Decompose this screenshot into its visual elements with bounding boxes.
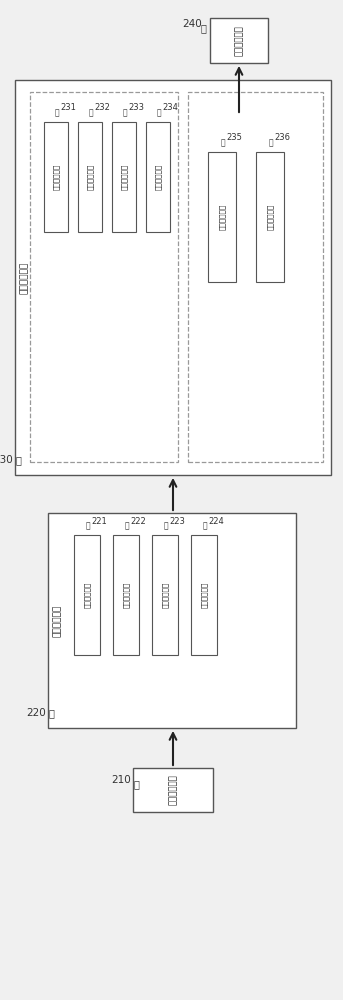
Text: 组合确定模块: 组合确定模块 (53, 164, 59, 190)
Text: 222: 222 (130, 516, 146, 526)
Text: 风机管理模块: 风机管理模块 (20, 261, 28, 294)
Bar (44, 122, 68, 232)
Text: 概率存储模块: 概率存储模块 (201, 582, 207, 608)
Text: ～: ～ (86, 522, 91, 530)
Bar (30, 92, 178, 462)
Text: 能量管控模块: 能量管控模块 (235, 25, 244, 56)
Text: 230: 230 (0, 455, 13, 465)
Text: 240: 240 (182, 19, 202, 29)
Text: ～: ～ (221, 138, 226, 147)
Bar (74, 535, 100, 655)
Bar (15, 80, 331, 475)
Text: 概率排序模块: 概率排序模块 (87, 164, 93, 190)
Text: 220: 220 (26, 708, 46, 718)
Text: 概率统计模块: 概率统计模块 (162, 582, 168, 608)
Text: 数据建库模块: 数据建库模块 (52, 604, 61, 637)
Text: 233: 233 (128, 104, 144, 112)
Bar (208, 152, 236, 282)
Bar (146, 122, 170, 232)
Text: ～: ～ (55, 108, 60, 117)
Bar (48, 513, 296, 728)
Bar (113, 535, 139, 655)
Text: 223: 223 (169, 516, 185, 526)
Text: ～: ～ (125, 522, 130, 530)
Bar (78, 122, 102, 232)
Text: 关系设置模块: 关系设置模块 (84, 582, 90, 608)
Text: ～: ～ (203, 522, 208, 530)
Text: ～: ～ (123, 108, 128, 117)
Bar (152, 535, 178, 655)
Text: 221: 221 (91, 516, 107, 526)
Bar (112, 122, 136, 232)
Text: 224: 224 (208, 516, 224, 526)
Text: 数据采集模块: 数据采集模块 (168, 775, 177, 805)
Text: 210: 210 (111, 775, 131, 785)
Text: ～: ～ (269, 138, 274, 147)
Text: ～: ～ (201, 23, 207, 33)
Bar (133, 768, 213, 812)
Bar (256, 152, 284, 282)
Text: ～: ～ (157, 108, 162, 117)
Text: 235: 235 (226, 133, 242, 142)
Bar (188, 92, 323, 462)
Text: 组合选择模块: 组合选择模块 (155, 164, 161, 190)
Text: 能量分配模块: 能量分配模块 (267, 204, 273, 230)
Text: ～: ～ (49, 708, 55, 718)
Text: 数据获取模块: 数据获取模块 (123, 582, 129, 608)
Text: ～: ～ (134, 779, 140, 789)
Text: 231: 231 (60, 104, 76, 112)
Text: ～: ～ (16, 455, 22, 465)
Bar (210, 18, 268, 63)
Text: 风机选择模块: 风机选择模块 (121, 164, 127, 190)
Text: 232: 232 (94, 104, 110, 112)
Text: ～: ～ (164, 522, 169, 530)
Text: ～: ～ (89, 108, 94, 117)
Text: 236: 236 (274, 133, 290, 142)
Bar (191, 535, 217, 655)
Text: 范围确定模块: 范围确定模块 (219, 204, 225, 230)
Text: 234: 234 (162, 104, 178, 112)
